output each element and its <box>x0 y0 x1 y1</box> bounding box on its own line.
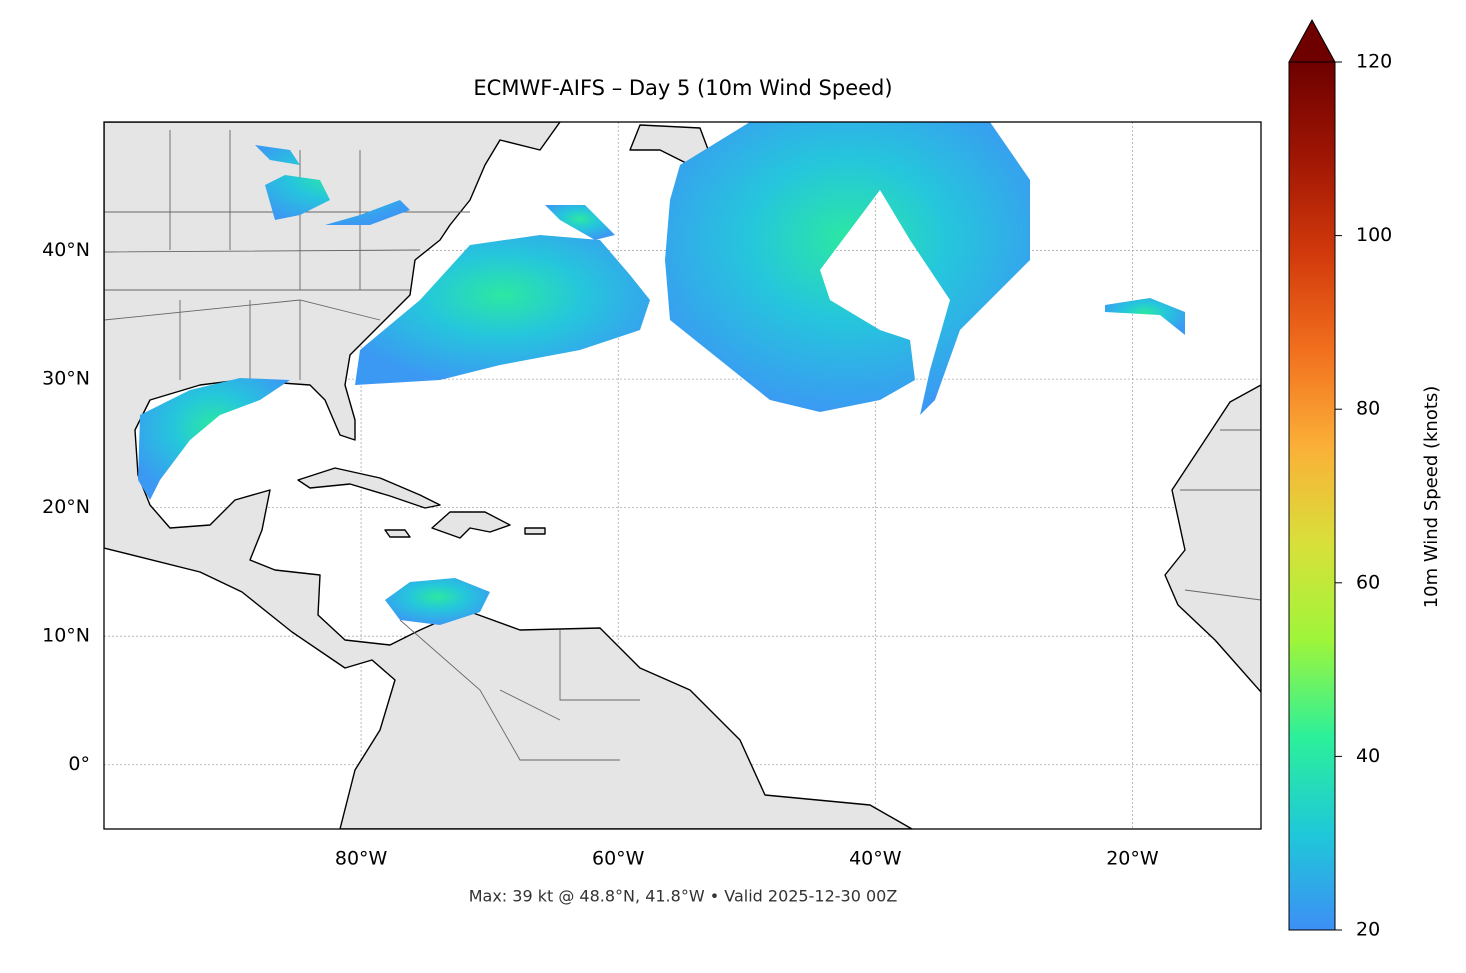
lat-tick-label: 0° <box>68 753 90 775</box>
jamaica <box>384 529 411 538</box>
footer: Max: 39 kt @ 48.8°N, 41.8°W • Valid 2025… <box>469 887 898 906</box>
map-area <box>104 122 1261 829</box>
colorbar-tick-label: 20 <box>1356 919 1380 941</box>
colorbar: 20 40 60 80 100 120 <box>1288 18 1392 941</box>
map-title: ECMWF-AIFS – Day 5 (10m Wind Speed) <box>473 76 892 100</box>
colorbar-label: 10m Wind Speed (knots) <box>1421 386 1442 609</box>
lon-tick-label: 80°W <box>335 848 388 870</box>
africa <box>1164 384 1261 693</box>
puerto-rico <box>524 527 546 535</box>
wind-field <box>138 122 1185 625</box>
lon-tick-label: 20°W <box>1106 848 1159 870</box>
lat-tick-label: 20°N <box>42 496 90 518</box>
colorbar-tick-label: 100 <box>1356 224 1392 246</box>
lat-tick-label: 30°N <box>42 368 90 390</box>
colorbar-tick-label: 60 <box>1356 571 1380 593</box>
lat-tick-label: 10°N <box>42 625 90 647</box>
axes-ticks: 80°W 60°W 40°W 20°W 0° 10°N 20°N 30°N 40°N <box>42 239 1159 869</box>
lon-tick-label: 60°W <box>592 848 645 870</box>
colorbar-bar <box>1288 61 1336 931</box>
americas <box>104 122 913 829</box>
colorbar-extend <box>1288 18 1336 63</box>
hispaniola <box>431 511 511 539</box>
map-frame <box>103 121 1262 830</box>
cuba <box>297 467 441 509</box>
lat-tick-label: 40°N <box>42 239 90 261</box>
lon-tick-label: 40°W <box>849 848 902 870</box>
colorbar-tick-label: 120 <box>1356 51 1392 73</box>
colorbar-tick-label: 80 <box>1356 398 1380 420</box>
colorbar-tick-label: 40 <box>1356 745 1380 767</box>
